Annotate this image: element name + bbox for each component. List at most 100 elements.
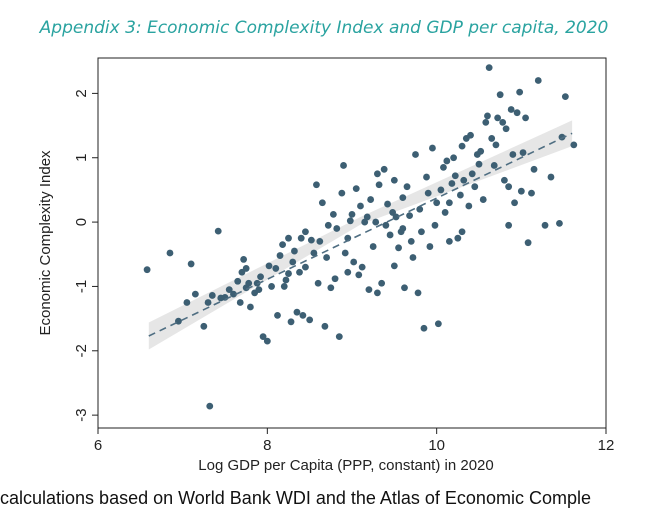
fit-line: [148, 132, 573, 337]
data-point: [374, 289, 381, 297]
data-point: [488, 135, 496, 142]
data-point: [524, 239, 532, 247]
data-point: [475, 160, 483, 168]
data-point: [234, 277, 242, 285]
data-point: [507, 106, 515, 113]
data-point: [242, 265, 250, 272]
data-point: [183, 299, 191, 306]
data-point: [556, 219, 563, 227]
data-point: [448, 180, 456, 187]
data-point: [456, 191, 464, 199]
data-point: [358, 263, 366, 271]
data-point: [355, 271, 363, 279]
data-point: [255, 286, 263, 294]
data-point: [363, 213, 371, 221]
data-point: [247, 303, 254, 311]
data-point: [519, 149, 527, 156]
data-point: [191, 290, 199, 298]
source-footnote: calculations based on World Bank WDI and…: [0, 488, 591, 508]
data-point: [206, 402, 214, 410]
data-point: [505, 183, 513, 191]
data-point: [399, 225, 407, 232]
plot-border: [97, 57, 607, 429]
ci-band-layer: [148, 120, 573, 350]
data-point: [367, 196, 375, 203]
data-point: [390, 176, 398, 184]
data-point: [403, 183, 411, 191]
data-point: [265, 262, 273, 270]
data-point: [477, 147, 485, 155]
data-point: [302, 263, 309, 271]
data-point: [302, 228, 309, 236]
data-point: [499, 118, 507, 126]
data-point: [329, 210, 337, 218]
data-point: [445, 199, 453, 207]
data-point: [340, 162, 347, 169]
x-axis-title: Log GDP per Capita (PPP, constant) in 20…: [198, 457, 493, 474]
confidence-band: [148, 120, 573, 350]
data-point: [372, 218, 380, 226]
data-point: [451, 172, 459, 180]
data-point: [346, 217, 354, 225]
data-point: [471, 183, 479, 191]
data-point: [350, 258, 358, 266]
data-point: [289, 258, 297, 266]
data-point: [547, 173, 555, 181]
data-point: [458, 142, 466, 150]
data-point: [287, 318, 295, 326]
data-point: [166, 249, 174, 257]
points-layer: [143, 64, 578, 410]
data-point: [348, 210, 356, 218]
y-tick-label: -1: [73, 280, 90, 293]
data-point: [418, 228, 425, 236]
data-point: [424, 189, 432, 197]
data-point: [285, 234, 292, 242]
data-point: [352, 185, 360, 193]
data-point: [441, 209, 449, 216]
data-point: [409, 254, 417, 261]
data-point: [225, 286, 233, 294]
data-point: [327, 284, 335, 292]
data-point: [279, 241, 286, 249]
data-point: [240, 256, 248, 263]
data-point: [502, 125, 510, 133]
chart-title: Appendix 3: Economic Complexity Index an…: [39, 18, 609, 38]
data-point: [297, 234, 305, 242]
data-point: [501, 176, 508, 184]
data-point: [257, 273, 264, 281]
data-point: [323, 254, 330, 261]
data-point: [291, 247, 298, 255]
data-point: [293, 308, 301, 316]
data-point: [522, 114, 529, 122]
data-point: [458, 228, 466, 236]
data-point: [280, 283, 288, 290]
data-point: [338, 189, 346, 197]
plot-frame: [97, 57, 607, 429]
data-point: [479, 196, 487, 203]
data-point: [467, 131, 474, 139]
data-point: [333, 225, 341, 232]
data-point: [406, 212, 413, 220]
data-point: [395, 244, 402, 252]
data-point: [517, 187, 525, 195]
data-point: [437, 186, 445, 194]
data-point: [420, 324, 428, 332]
data-point: [426, 243, 434, 250]
y-tick-label: 2: [73, 89, 90, 97]
data-point: [407, 237, 415, 245]
data-point: [331, 275, 339, 283]
data-point: [513, 109, 521, 117]
data-point: [492, 141, 500, 149]
y-axis-title: Economic Complexity Index: [37, 150, 54, 336]
y-tick-label: 0: [73, 218, 90, 226]
y-tick-label: -2: [73, 344, 90, 357]
x-tick-label: 10: [428, 437, 445, 454]
data-point: [509, 151, 517, 158]
data-point: [204, 299, 212, 306]
data-point: [414, 289, 422, 297]
data-point: [200, 322, 208, 330]
data-point: [443, 157, 451, 165]
data-point: [324, 221, 332, 229]
data-point: [454, 234, 462, 242]
data-point: [310, 249, 318, 257]
